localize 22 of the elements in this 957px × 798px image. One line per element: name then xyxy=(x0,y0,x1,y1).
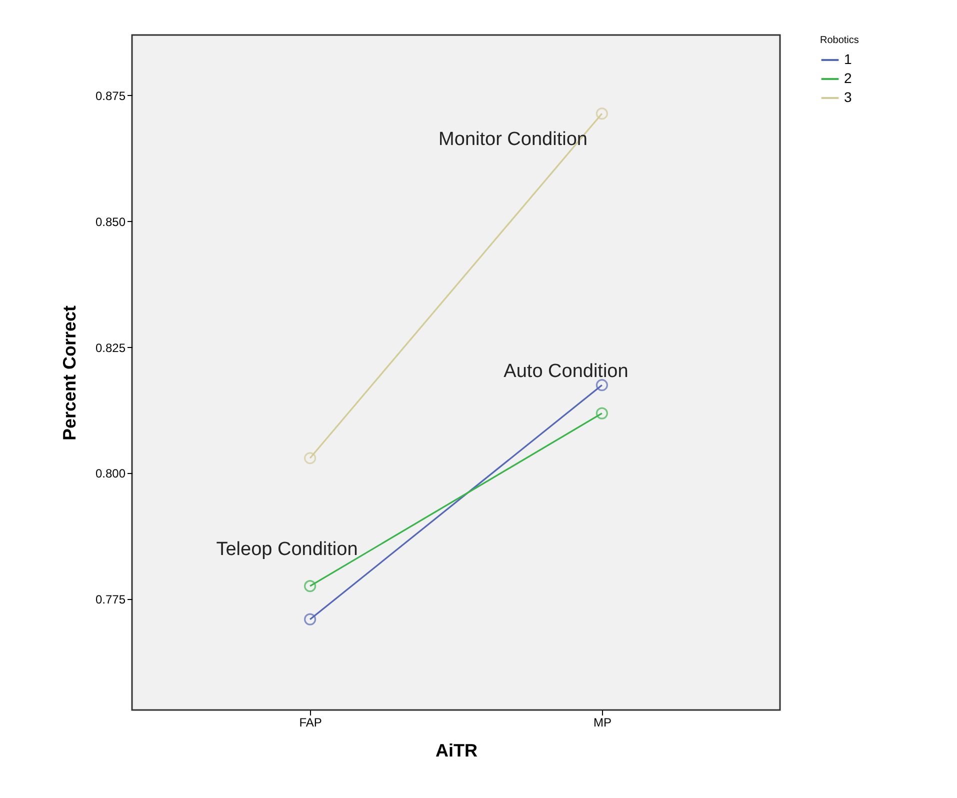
y-axis-title: Percent Correct xyxy=(59,305,80,441)
y-tick-label: 0.875 xyxy=(95,88,126,103)
annotation: Teleop Condition xyxy=(216,539,358,560)
y-tick-label: 0.775 xyxy=(95,592,126,607)
point xyxy=(596,407,608,420)
point xyxy=(596,108,608,120)
point xyxy=(596,379,608,392)
y-tick-label: 0.825 xyxy=(95,340,126,355)
legend-title: Robotics xyxy=(820,35,859,46)
legend-label: 1 xyxy=(844,51,852,67)
x-axis-title: AiTR xyxy=(436,740,478,760)
point xyxy=(304,613,316,626)
legend-label: 3 xyxy=(844,89,852,105)
annotation: Auto Condition xyxy=(504,361,628,382)
point xyxy=(304,580,316,592)
x-tick-label: FAP xyxy=(299,716,322,730)
annotation: Monitor Condition xyxy=(438,129,588,150)
point xyxy=(304,452,316,464)
x-tick-label: MP xyxy=(593,716,612,730)
y-tick-label: 0.800 xyxy=(95,466,126,481)
y-tick-label: 0.850 xyxy=(95,214,126,229)
legend-label: 2 xyxy=(844,70,852,86)
